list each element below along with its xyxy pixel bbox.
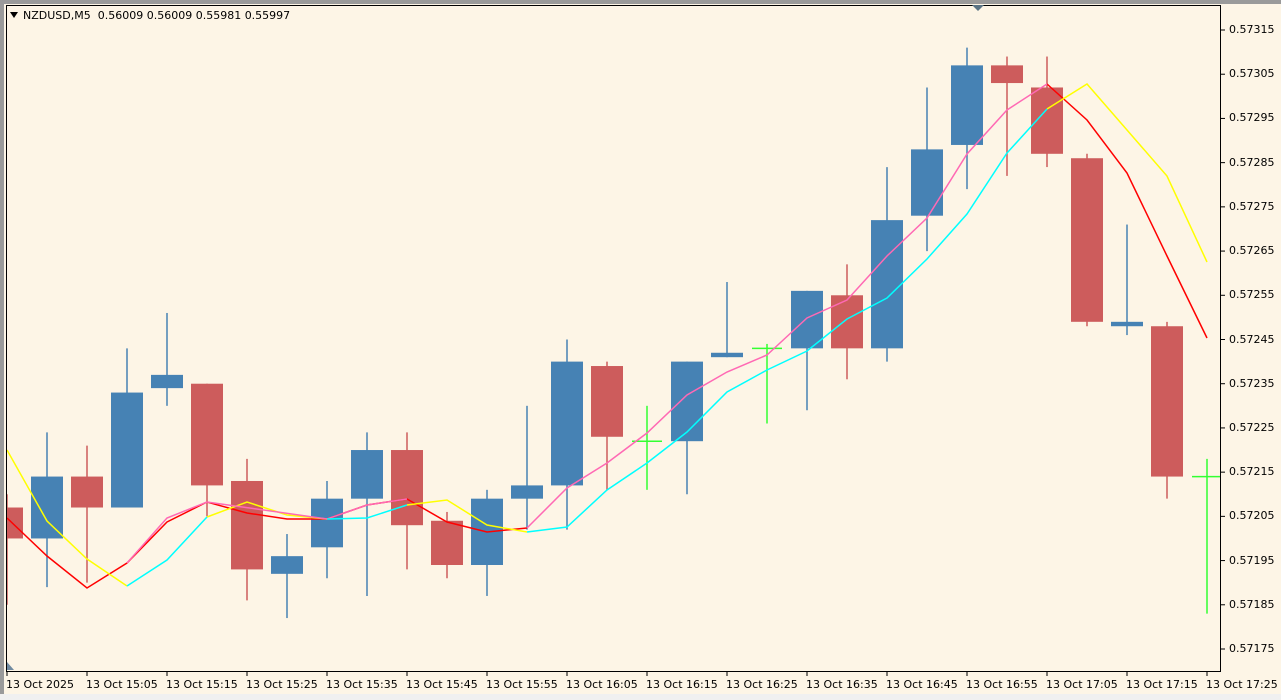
price-label: 0.57175 (1229, 642, 1275, 655)
bear-candle-body (431, 520, 463, 565)
time-label: 13 Oct 17:25 (1206, 678, 1278, 691)
moving-average-line (1046, 83, 1208, 339)
time-label: 13 Oct 15:15 (166, 678, 238, 691)
price-label: 0.57275 (1229, 199, 1275, 213)
price-label: 0.57185 (1229, 597, 1275, 611)
time-label: 13 Oct 15:05 (86, 678, 158, 691)
series-group (7, 47, 1220, 619)
time-label: 13 Oct 16:45 (886, 678, 958, 691)
price-label: 0.57285 (1229, 155, 1275, 169)
bull-candle-body (1111, 321, 1143, 327)
time-label: 13 Oct 17:15 (1126, 678, 1198, 691)
price-label: 0.57205 (1229, 509, 1275, 523)
bull-candle-body (911, 149, 943, 216)
moving-average-line (7, 498, 528, 589)
time-label: 13 Oct 15:45 (406, 678, 478, 691)
bull-candle-body (271, 556, 303, 574)
window-bottom-border (0, 694, 1281, 700)
bear-candle-body (1151, 326, 1183, 477)
time-label: 13 Oct 16:35 (806, 678, 878, 691)
bull-candle-body (111, 392, 143, 508)
price-label: 0.57295 (1229, 111, 1275, 125)
moving-average-line (206, 501, 328, 520)
scroll-marker-icon (7, 662, 14, 670)
dropdown-triangle-icon[interactable] (10, 12, 18, 18)
bull-candle-body (151, 374, 183, 389)
time-label: 13 Oct 16:15 (646, 678, 718, 691)
bear-candle-body (1071, 158, 1103, 322)
price-label: 0.57245 (1229, 332, 1275, 346)
price-label: 0.57255 (1229, 288, 1275, 302)
time-label: 13 Oct 16:25 (726, 678, 798, 691)
bull-candle-body (951, 65, 983, 145)
ohlc-values: 0.56009 0.56009 0.55981 0.55997 (97, 9, 291, 22)
time-label: 13 Oct 15:25 (246, 678, 318, 691)
bull-candle-body (511, 485, 543, 499)
time-label: 13 Oct 16:05 (566, 678, 638, 691)
symbol-label: NZDUSD,M5 (23, 9, 91, 22)
price-label: 0.57265 (1229, 244, 1275, 258)
moving-average-line (406, 499, 528, 533)
chart-shift-marker-icon (972, 5, 984, 11)
plot-area[interactable] (6, 5, 1221, 672)
moving-average-line (526, 83, 1048, 529)
price-label: 0.57195 (1229, 553, 1275, 567)
moving-average-line (1046, 83, 1208, 263)
bull-candle-body (871, 220, 903, 349)
bull-candle-body (791, 290, 823, 349)
bear-candle-body (591, 366, 623, 437)
moving-average-line (7, 449, 128, 587)
bear-candle-body (991, 65, 1023, 84)
bear-candle-body (7, 507, 23, 539)
moving-average-line (126, 498, 408, 564)
bear-candle-body (831, 295, 863, 349)
bear-candle-body (391, 450, 423, 526)
bull-candle-body (351, 450, 383, 499)
price-label: 0.57225 (1229, 420, 1275, 434)
bear-candle-body (191, 383, 223, 486)
bear-candle-body (71, 476, 103, 508)
moving-average-line (526, 108, 1048, 533)
moving-average-line (126, 516, 208, 587)
price-label: 0.57315 (1229, 23, 1275, 36)
time-label: 13 Oct 2025 (6, 678, 75, 691)
bull-candle-body (671, 361, 703, 442)
spacer (91, 9, 98, 22)
time-label: 13 Oct 17:05 (1046, 678, 1118, 691)
time-label: 13 Oct 15:35 (326, 678, 398, 691)
price-label: 0.57215 (1229, 465, 1275, 479)
time-label: 13 Oct 16:55 (966, 678, 1038, 691)
bull-candle-body (311, 498, 343, 548)
window-left-border (0, 0, 4, 700)
price-label: 0.57235 (1229, 376, 1275, 390)
moving-average-line (326, 504, 408, 520)
window-top-border (0, 0, 1281, 4)
chart-title[interactable]: NZDUSD,M5 0.56009 0.56009 0.55981 0.5599… (10, 9, 290, 22)
bull-candle-body (31, 476, 63, 539)
bear-candle-body (231, 480, 263, 570)
time-label: 13 Oct 15:55 (486, 678, 558, 691)
bull-candle-body (551, 361, 583, 486)
price-label: 0.57305 (1229, 67, 1275, 81)
bull-candle-body (711, 352, 743, 358)
